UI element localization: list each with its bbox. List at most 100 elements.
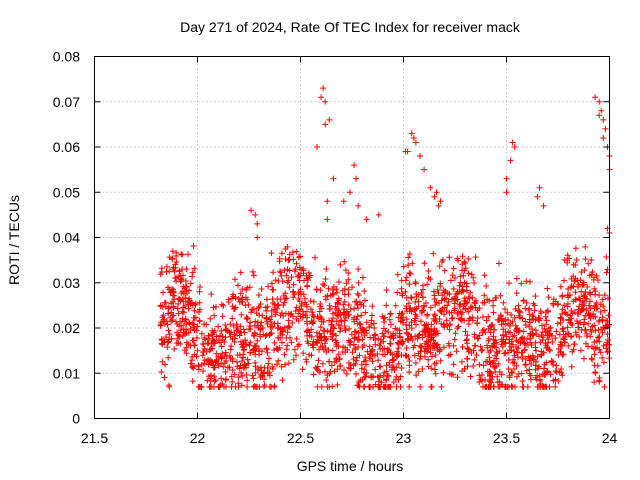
data-point	[584, 283, 591, 290]
data-point	[412, 139, 419, 146]
data-point	[393, 383, 400, 390]
data-point	[399, 310, 406, 317]
data-point	[307, 298, 314, 305]
data-point	[351, 335, 358, 342]
data-point	[335, 297, 342, 304]
data-point	[564, 257, 571, 264]
data-point	[282, 290, 289, 297]
data-point	[368, 374, 375, 381]
data-point	[326, 358, 333, 365]
data-point	[207, 315, 214, 322]
data-point	[522, 361, 529, 368]
data-point	[354, 290, 361, 297]
data-point	[172, 275, 179, 282]
data-point	[461, 365, 468, 372]
data-point	[416, 331, 423, 338]
data-point	[461, 267, 468, 274]
data-point	[395, 340, 402, 347]
data-point	[180, 304, 187, 311]
data-point	[208, 341, 215, 348]
data-point	[464, 355, 471, 362]
data-point	[406, 281, 413, 288]
data-point	[398, 339, 405, 346]
data-point	[406, 269, 413, 276]
data-point	[225, 296, 232, 303]
data-point	[381, 351, 388, 358]
data-point	[546, 331, 553, 338]
data-point	[206, 359, 213, 366]
data-point	[272, 311, 279, 318]
data-point	[310, 371, 317, 378]
data-point	[400, 263, 407, 270]
data-point	[592, 303, 599, 310]
data-point	[258, 367, 265, 374]
data-point	[529, 332, 536, 339]
data-point	[285, 323, 292, 330]
data-point	[505, 329, 512, 336]
data-point	[378, 379, 385, 386]
x-axis-tick-labels: 21.5 22 22.5 23 23.5 24	[81, 430, 618, 446]
data-point	[519, 315, 526, 322]
data-point	[431, 366, 438, 373]
data-point	[334, 300, 341, 307]
data-point	[419, 328, 426, 335]
data-point	[257, 371, 264, 378]
data-point	[552, 383, 559, 390]
data-point	[432, 302, 439, 309]
data-point	[187, 342, 194, 349]
data-point	[531, 307, 538, 314]
data-point	[405, 262, 412, 269]
data-point	[382, 327, 389, 334]
data-point	[526, 370, 533, 377]
data-point	[321, 368, 328, 375]
data-point	[190, 337, 197, 344]
data-point	[557, 339, 564, 346]
data-point	[437, 346, 444, 353]
data-point	[201, 360, 208, 367]
data-point	[370, 320, 377, 327]
data-point	[212, 377, 219, 384]
data-point	[576, 303, 583, 310]
data-point	[222, 322, 229, 329]
data-point	[403, 321, 410, 328]
data-point	[501, 340, 508, 347]
data-point	[293, 336, 300, 343]
data-point	[178, 251, 185, 258]
data-point	[403, 326, 410, 333]
data-point	[198, 330, 205, 337]
data-point	[513, 343, 520, 350]
data-point	[321, 282, 328, 289]
data-point	[532, 344, 539, 351]
data-point	[238, 382, 245, 389]
data-point	[602, 125, 609, 132]
data-point	[526, 278, 533, 285]
data-point	[218, 301, 225, 308]
data-point	[234, 282, 241, 289]
data-point	[219, 350, 226, 357]
data-point	[175, 295, 182, 302]
data-point	[369, 346, 376, 353]
data-point	[330, 290, 337, 297]
data-point	[522, 318, 529, 325]
data-point	[235, 374, 242, 381]
data-point	[438, 383, 445, 390]
data-point	[266, 331, 273, 338]
data-point	[440, 287, 447, 294]
data-point	[405, 254, 412, 261]
y-tick-label: 0.03	[53, 275, 80, 291]
data-point	[165, 284, 172, 291]
data-point	[471, 342, 478, 349]
data-point	[568, 283, 575, 290]
data-point	[287, 334, 294, 341]
data-point	[202, 336, 209, 343]
data-point	[265, 360, 272, 367]
data-point	[299, 366, 306, 373]
data-point	[530, 300, 537, 307]
data-point	[493, 348, 500, 355]
data-point	[329, 383, 336, 390]
data-point	[375, 211, 382, 218]
data-point	[170, 298, 177, 305]
data-point	[423, 338, 430, 345]
data-point	[189, 320, 196, 327]
data-point	[345, 276, 352, 283]
